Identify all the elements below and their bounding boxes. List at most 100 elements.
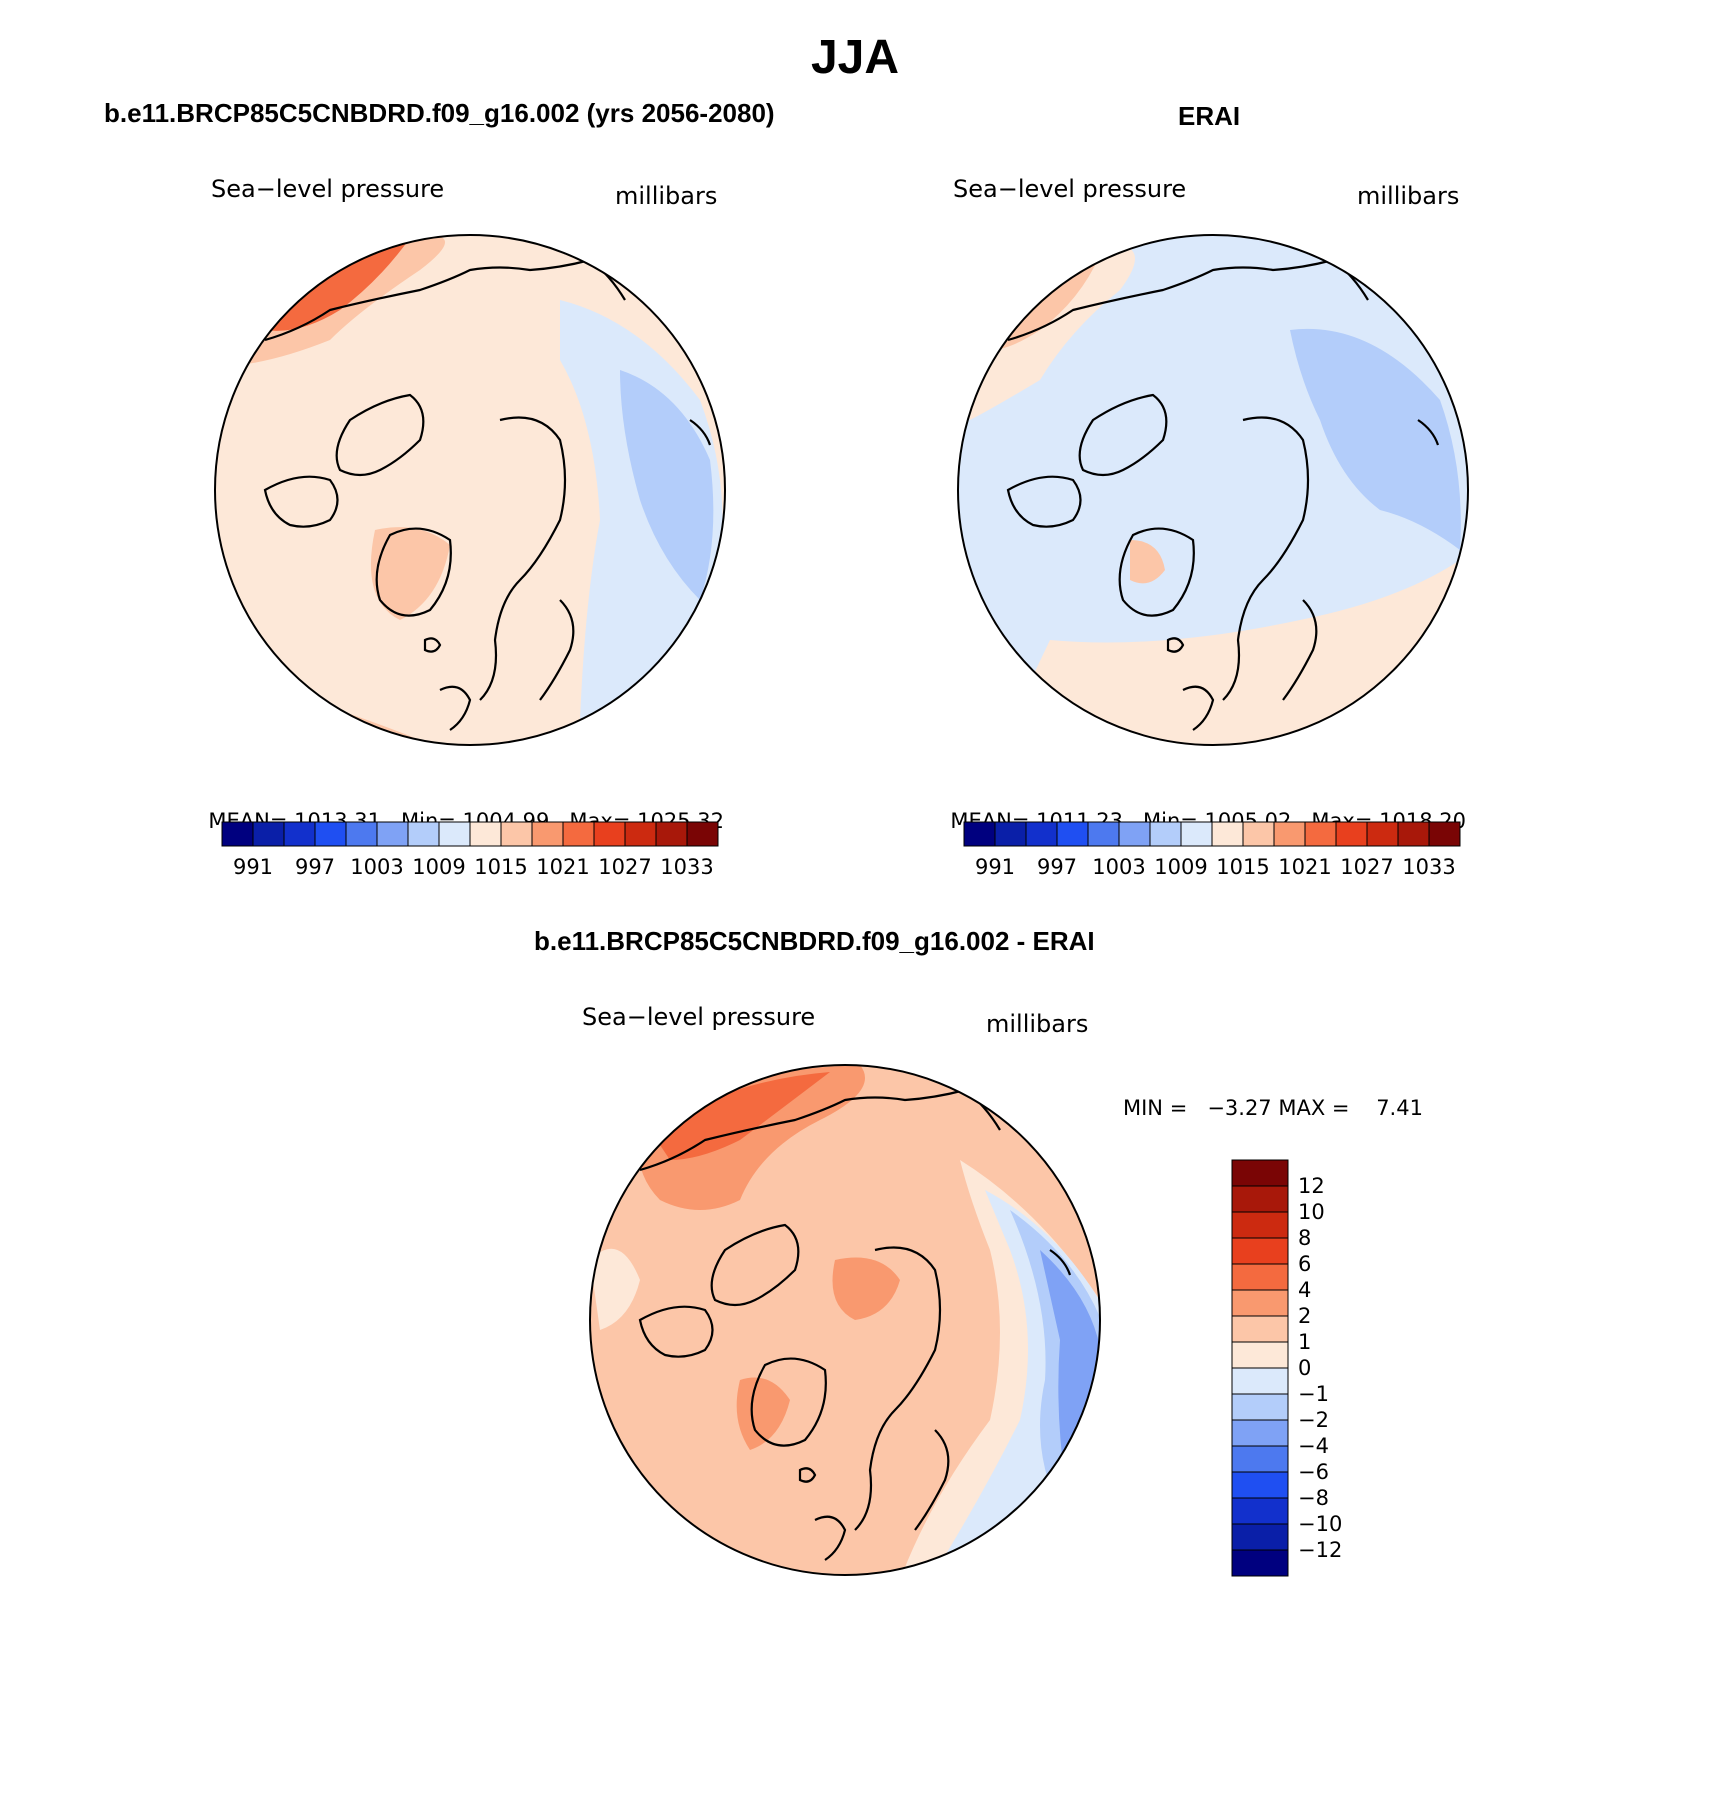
cbar3-swatch — [1231, 1211, 1289, 1239]
cbar2-label: 991 — [975, 855, 1015, 879]
cbar1-swatch — [221, 821, 254, 847]
cbar3-swatch — [1231, 1185, 1289, 1213]
cbar1-swatch — [562, 821, 595, 847]
cbar3-label: 6 — [1298, 1252, 1311, 1276]
cbar3-swatch — [1231, 1237, 1289, 1265]
cbar3-swatch — [1231, 1159, 1289, 1187]
cbar1-swatch — [624, 821, 657, 847]
map2-pacific-high — [1000, 560, 1460, 745]
cbar2-swatch — [1304, 821, 1337, 847]
cbar1-swatch — [252, 821, 285, 847]
cbar1-label: 1015 — [474, 855, 527, 879]
cbar2-swatch — [1149, 821, 1182, 847]
map3-greenland-positive — [736, 1377, 790, 1450]
cbar3-swatch — [1231, 1497, 1289, 1525]
cbar1-swatch — [438, 821, 471, 847]
cbar3-swatch — [1231, 1263, 1289, 1291]
panel2-units-label: millibars — [1357, 182, 1460, 210]
cbar3-label: 0 — [1298, 1356, 1311, 1380]
map1-low-pressure-region — [560, 300, 723, 720]
panel1-variable-label: Sea−level pressure — [211, 175, 445, 203]
cbar2-label: 1003 — [1092, 855, 1145, 879]
cbar3-label: −2 — [1298, 1408, 1329, 1432]
cbar1-label: 1003 — [350, 855, 403, 879]
cbar2-label: 1021 — [1278, 855, 1331, 879]
cbar3-label: 4 — [1298, 1278, 1311, 1302]
cbar2-label: 1033 — [1402, 855, 1455, 879]
map1-greenland-high — [370, 527, 450, 620]
cbar2-swatch — [1397, 821, 1430, 847]
cbar2-label: 1009 — [1154, 855, 1207, 879]
cbar3-swatch — [1231, 1523, 1289, 1551]
map2-greenland-high — [1130, 540, 1165, 584]
map1-low-pressure-core — [620, 370, 714, 600]
cbar3-label: 1 — [1298, 1330, 1311, 1354]
figure-title: JJA — [810, 31, 900, 84]
cbar3-label: −8 — [1298, 1486, 1329, 1510]
cbar2-swatch — [994, 821, 1027, 847]
cbar3-swatch — [1231, 1471, 1289, 1499]
cbar3-label: 12 — [1298, 1174, 1325, 1198]
cbar1-label: 1021 — [536, 855, 589, 879]
map3-outline — [589, 1064, 1101, 1576]
cbar1-swatch — [469, 821, 502, 847]
cbar3-label: −6 — [1298, 1460, 1329, 1484]
map1-coastlines — [263, 258, 712, 731]
map3-coastlines — [638, 1088, 1072, 1561]
map3-left-weak-region — [590, 1248, 640, 1330]
panel3-units-label: millibars — [986, 1010, 1089, 1038]
panel3-variable-label: Sea−level pressure — [582, 1003, 816, 1031]
cbar1-label: 991 — [233, 855, 273, 879]
cbar2-label: 1027 — [1340, 855, 1393, 879]
cbar2-swatch — [1335, 821, 1368, 847]
cbar1-swatch — [314, 821, 347, 847]
panel3-title: b.e11.BRCP85C5CNBDRD.f09_g16.002 - ERAI — [534, 926, 1095, 956]
cbar3-swatch — [1231, 1315, 1289, 1343]
map2-low-pressure-region — [1290, 328, 1461, 550]
cbar3-swatch — [1231, 1393, 1289, 1421]
cbar2-label: 1015 — [1216, 855, 1269, 879]
cbar3-swatch — [1231, 1445, 1289, 1473]
cbar1-swatch — [531, 821, 564, 847]
cbar2-swatch — [1428, 821, 1461, 847]
cbar3-label: −12 — [1298, 1538, 1342, 1562]
panel1-title: b.e11.BRCP85C5CNBDRD.f09_g16.002 (yrs 20… — [104, 98, 775, 128]
map2-outline — [957, 234, 1469, 746]
map1-high-pressure-core — [260, 238, 410, 331]
cbar3-label: −4 — [1298, 1434, 1329, 1458]
map2-high-pressure-region — [958, 245, 1135, 420]
cbar3-swatch — [1231, 1419, 1289, 1447]
cbar1-label: 1033 — [660, 855, 713, 879]
cbar1-label: 1009 — [412, 855, 465, 879]
cbar1-label: 997 — [295, 855, 335, 879]
cbar3-label: 8 — [1298, 1226, 1311, 1250]
map3-strong-positive-core — [650, 1072, 830, 1160]
cbar1-swatch — [500, 821, 533, 847]
map3-central-positive — [832, 1257, 900, 1320]
cbar1-swatch — [376, 821, 409, 847]
panel3-min-max: MIN = −3.27 MAX = 7.41 — [1123, 1096, 1423, 1120]
cbar3-swatch — [1231, 1289, 1289, 1317]
cbar2-swatch — [1366, 821, 1399, 847]
cbar3-label: 10 — [1298, 1200, 1325, 1224]
cbar3-swatch — [1231, 1341, 1289, 1369]
cbar3-label: 2 — [1298, 1304, 1311, 1328]
cbar1-label: 1027 — [598, 855, 651, 879]
panel2-variable-label: Sea−level pressure — [953, 175, 1187, 203]
cbar2-label: 997 — [1037, 855, 1077, 879]
cbar2-swatch — [963, 821, 996, 847]
cbar2-swatch — [1087, 821, 1120, 847]
cbar1-swatch — [283, 821, 316, 847]
cbar3-label: −10 — [1298, 1512, 1342, 1536]
cbar3-label: −1 — [1298, 1382, 1329, 1406]
cbar3-swatch — [1231, 1367, 1289, 1395]
panel1-units-label: millibars — [615, 182, 718, 210]
cbar2-swatch — [1242, 821, 1275, 847]
panel2-title: ERAI — [1178, 101, 1241, 131]
